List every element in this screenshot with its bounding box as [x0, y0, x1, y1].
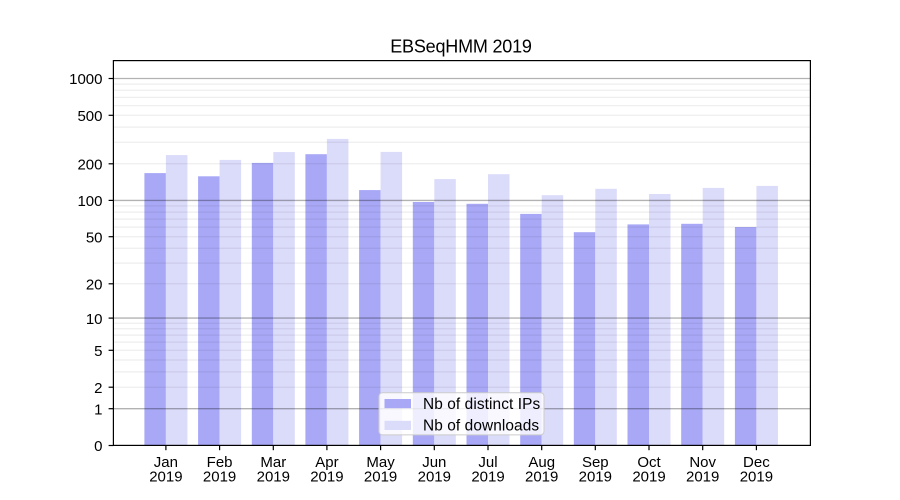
svg-text:200: 200: [77, 157, 102, 174]
svg-text:1000: 1000: [69, 71, 102, 88]
svg-text:2019: 2019: [418, 468, 451, 485]
svg-text:Nov: Nov: [689, 454, 716, 471]
svg-text:1: 1: [94, 401, 102, 418]
svg-text:50: 50: [86, 229, 103, 246]
svg-text:10: 10: [86, 311, 103, 328]
svg-text:2019: 2019: [203, 468, 236, 485]
svg-text:2019: 2019: [632, 468, 665, 485]
svg-text:EBSeqHMM 2019: EBSeqHMM 2019: [390, 37, 532, 57]
svg-text:2019: 2019: [257, 468, 290, 485]
svg-text:Oct: Oct: [637, 454, 661, 471]
svg-text:100: 100: [77, 193, 102, 210]
svg-text:Dec: Dec: [743, 454, 770, 471]
svg-text:2019: 2019: [149, 468, 182, 485]
svg-text:2019: 2019: [579, 468, 612, 485]
svg-text:0: 0: [94, 438, 102, 455]
svg-text:Nb of downloads: Nb of downloads: [423, 418, 539, 435]
svg-text:5: 5: [94, 343, 102, 360]
svg-text:2019: 2019: [471, 468, 504, 485]
svg-text:2019: 2019: [686, 468, 719, 485]
svg-text:20: 20: [86, 277, 103, 294]
svg-text:Jan: Jan: [154, 454, 178, 471]
svg-text:Jul: Jul: [478, 454, 497, 471]
svg-text:2019: 2019: [364, 468, 397, 485]
svg-text:May: May: [366, 454, 395, 471]
svg-text:Apr: Apr: [315, 454, 338, 471]
svg-text:Nb of distinct IPs: Nb of distinct IPs: [423, 396, 540, 413]
svg-text:Sep: Sep: [582, 454, 609, 471]
svg-text:Jun: Jun: [422, 454, 446, 471]
svg-text:2: 2: [94, 380, 102, 397]
svg-text:Feb: Feb: [207, 454, 233, 471]
svg-text:2019: 2019: [310, 468, 343, 485]
svg-text:2019: 2019: [740, 468, 773, 485]
svg-text:2019: 2019: [525, 468, 558, 485]
svg-text:500: 500: [77, 108, 102, 125]
svg-text:Aug: Aug: [528, 454, 555, 471]
svg-text:Mar: Mar: [260, 454, 286, 471]
